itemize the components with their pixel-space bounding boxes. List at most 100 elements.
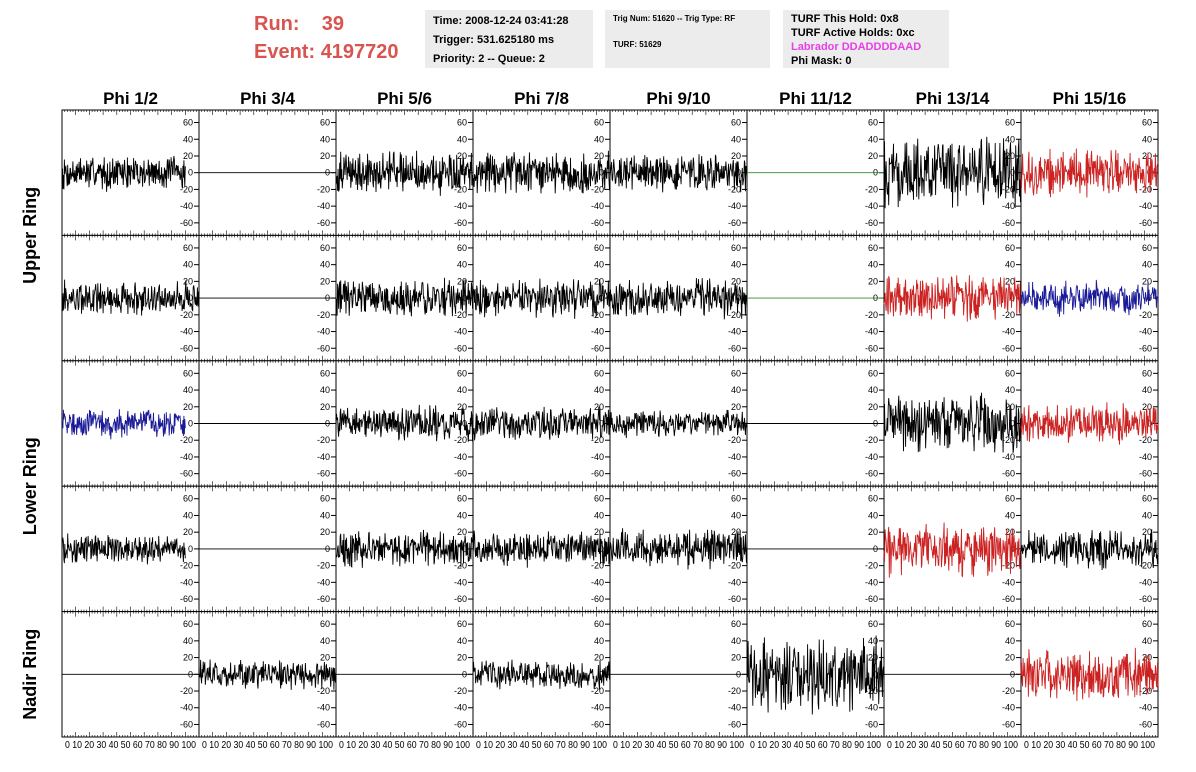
y-tick-label: -40 — [1139, 201, 1152, 211]
y-tick-label: -20 — [865, 561, 878, 571]
y-tick-label: 40 — [457, 134, 467, 144]
y-tick-label: -20 — [317, 310, 330, 320]
y-tick-label: 60 — [320, 118, 330, 128]
y-tick-label: -40 — [454, 201, 467, 211]
phi-header: Phi 5/6 — [377, 89, 432, 108]
y-tick-label: 40 — [594, 260, 604, 270]
y-tick-label: 60 — [594, 118, 604, 128]
y-tick-label: -40 — [865, 703, 878, 713]
y-tick-label: -20 — [180, 310, 193, 320]
y-tick-label: 0 — [599, 544, 604, 554]
y-tick-label: -40 — [454, 577, 467, 587]
y-tick-label: -40 — [591, 703, 604, 713]
y-tick-label: -60 — [1002, 343, 1015, 353]
y-tick-label: -60 — [591, 469, 604, 479]
waveform-trace — [472, 278, 611, 319]
y-tick-label: 60 — [868, 118, 878, 128]
y-tick-label: 40 — [731, 260, 741, 270]
y-tick-label: 40 — [1005, 260, 1015, 270]
y-tick-label: 60 — [183, 118, 193, 128]
y-tick-label: 60 — [594, 494, 604, 504]
waveform-trace — [1020, 402, 1159, 445]
y-tick-label: -20 — [454, 435, 467, 445]
y-tick-label: 40 — [594, 636, 604, 646]
y-tick-label: 60 — [457, 619, 467, 629]
y-tick-label: -60 — [728, 218, 741, 228]
y-tick-label: 40 — [183, 385, 193, 395]
y-tick-label: -40 — [728, 452, 741, 462]
y-tick-label: 40 — [183, 636, 193, 646]
y-tick-label: -20 — [591, 561, 604, 571]
y-tick-label: 40 — [1005, 134, 1015, 144]
waveform-trace — [335, 150, 474, 196]
y-tick-label: -40 — [591, 201, 604, 211]
waveform-trace — [1020, 529, 1159, 571]
y-tick-label: 40 — [1142, 260, 1152, 270]
y-tick-label: 40 — [594, 385, 604, 395]
y-tick-label: -40 — [728, 327, 741, 337]
y-tick-label: 40 — [457, 636, 467, 646]
y-tick-label: -40 — [180, 703, 193, 713]
y-tick-label: 60 — [731, 368, 741, 378]
y-tick-label: -40 — [1139, 577, 1152, 587]
y-tick-label: -20 — [728, 686, 741, 696]
y-tick-label: -40 — [1002, 201, 1015, 211]
y-tick-label: -60 — [317, 719, 330, 729]
x-tick-labels: 0 10 20 30 40 50 60 70 80 90 100 — [887, 740, 1018, 751]
waveform-trace — [61, 533, 186, 565]
y-tick-label: 60 — [731, 118, 741, 128]
trigger-info-box: Trig Num: 51620 -- Trig Type: RF TURF: 5… — [605, 10, 770, 68]
y-tick-label: 40 — [183, 510, 193, 520]
y-tick-label: -20 — [1002, 184, 1015, 194]
y-tick-label: 0 — [1147, 419, 1152, 429]
y-tick-label: 60 — [868, 619, 878, 629]
y-tick-label: 20 — [320, 527, 330, 537]
y-tick-label: 40 — [868, 636, 878, 646]
trigger-text: Trigger: 531.625180 ms — [433, 34, 555, 46]
waveform-trace — [335, 277, 474, 317]
y-tick-label: -20 — [591, 184, 604, 194]
y-tick-label: -60 — [865, 719, 878, 729]
y-tick-label: 60 — [731, 243, 741, 253]
y-tick-label: 20 — [320, 151, 330, 161]
y-tick-label: -40 — [728, 201, 741, 211]
phi-mask-text: Phi Mask: 0 — [791, 55, 852, 67]
y-tick-label: -20 — [865, 310, 878, 320]
x-tick-labels: 0 10 20 30 40 50 60 70 80 90 100 — [613, 740, 744, 751]
phi-header: Phi 7/8 — [514, 89, 569, 108]
y-tick-label: 60 — [320, 368, 330, 378]
y-tick-label: 60 — [594, 243, 604, 253]
y-tick-label: -40 — [317, 452, 330, 462]
y-tick-label: -60 — [591, 343, 604, 353]
ring-label: Upper Ring — [20, 187, 40, 284]
labrador-text: Labrador DDADDDDAAD — [791, 41, 922, 53]
y-tick-label: -60 — [454, 719, 467, 729]
y-tick-label: 40 — [1142, 636, 1152, 646]
panel-frame — [1020, 485, 1159, 613]
waveform-trace — [61, 155, 186, 192]
y-tick-label: 20 — [594, 527, 604, 537]
waveform-trace — [472, 530, 611, 568]
y-tick-label: -60 — [454, 218, 467, 228]
phi-header: Phi 13/14 — [916, 89, 990, 108]
y-tick-label: 40 — [594, 510, 604, 520]
ring-label: Nadir Ring — [20, 629, 40, 720]
y-tick-label: 20 — [183, 276, 193, 286]
